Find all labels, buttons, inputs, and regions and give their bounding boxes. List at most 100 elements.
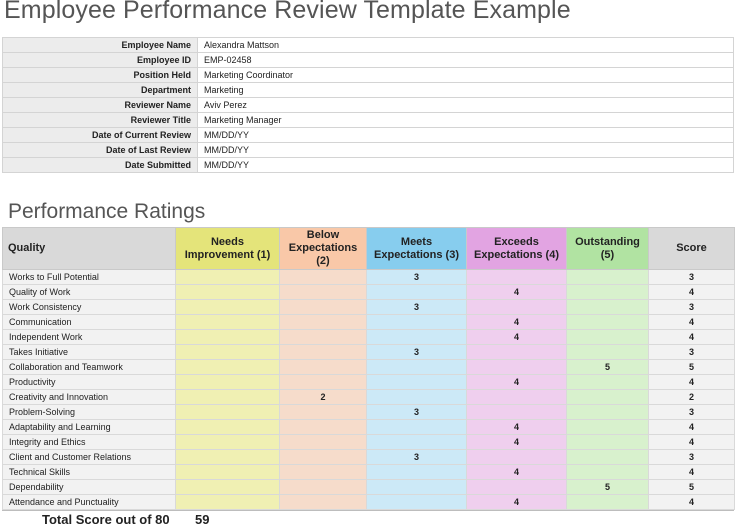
outstanding-cell[interactable] (566, 374, 649, 390)
info-value[interactable]: MM/DD/YY (197, 142, 734, 158)
outstanding-cell[interactable] (566, 449, 649, 465)
needs-improvement-cell[interactable] (175, 314, 280, 330)
info-label: Employee ID (2, 52, 198, 68)
exceeds-expectations-cell[interactable]: 4 (466, 284, 567, 300)
needs-improvement-cell[interactable] (175, 434, 280, 450)
info-value[interactable]: Aviv Perez (197, 97, 734, 113)
outstanding-cell[interactable] (566, 434, 649, 450)
meets-expectations-cell[interactable] (366, 479, 467, 495)
needs-improvement-cell[interactable] (175, 269, 280, 285)
outstanding-cell[interactable] (566, 464, 649, 480)
score-cell: 2 (648, 389, 735, 405)
below-expectations-cell[interactable] (279, 434, 367, 450)
exceeds-expectations-cell[interactable] (466, 359, 567, 375)
below-expectations-cell[interactable] (279, 329, 367, 345)
below-expectations-cell[interactable] (279, 299, 367, 315)
meets-expectations-cell[interactable]: 3 (366, 269, 467, 285)
info-value[interactable]: Marketing (197, 82, 734, 98)
below-expectations-cell[interactable] (279, 359, 367, 375)
meets-expectations-cell[interactable] (366, 389, 467, 405)
meets-expectations-cell[interactable] (366, 464, 467, 480)
outstanding-cell[interactable] (566, 314, 649, 330)
table-row: Integrity and Ethics 4 4 (2, 434, 735, 450)
below-expectations-cell[interactable] (279, 344, 367, 360)
outstanding-cell[interactable] (566, 404, 649, 420)
info-value[interactable]: MM/DD/YY (197, 157, 734, 173)
meets-expectations-cell[interactable] (366, 329, 467, 345)
needs-improvement-cell[interactable] (175, 419, 280, 435)
below-expectations-cell[interactable]: 2 (279, 389, 367, 405)
info-value[interactable]: Alexandra Mattson (197, 37, 734, 53)
meets-expectations-cell[interactable] (366, 419, 467, 435)
below-expectations-cell[interactable] (279, 314, 367, 330)
needs-improvement-cell[interactable] (175, 344, 280, 360)
info-value[interactable]: Marketing Coordinator (197, 67, 734, 83)
needs-improvement-cell[interactable] (175, 299, 280, 315)
exceeds-expectations-cell[interactable]: 4 (466, 374, 567, 390)
exceeds-expectations-cell[interactable] (466, 344, 567, 360)
below-expectations-cell[interactable] (279, 269, 367, 285)
exceeds-expectations-cell[interactable]: 4 (466, 494, 567, 510)
info-label: Reviewer Title (2, 112, 198, 128)
meets-expectations-cell[interactable] (366, 374, 467, 390)
outstanding-cell[interactable] (566, 344, 649, 360)
header-below-expectations: Below Expectations (2) (279, 227, 367, 270)
meets-expectations-cell[interactable] (366, 494, 467, 510)
meets-expectations-cell[interactable]: 3 (366, 404, 467, 420)
meets-expectations-cell[interactable]: 3 (366, 299, 467, 315)
outstanding-cell[interactable] (566, 389, 649, 405)
meets-expectations-cell[interactable] (366, 359, 467, 375)
exceeds-expectations-cell[interactable] (466, 269, 567, 285)
below-expectations-cell[interactable] (279, 284, 367, 300)
outstanding-cell[interactable] (566, 494, 649, 510)
info-value[interactable]: EMP-02458 (197, 52, 734, 68)
outstanding-cell[interactable] (566, 419, 649, 435)
below-expectations-cell[interactable] (279, 374, 367, 390)
table-row: Dependability 5 5 (2, 479, 735, 495)
exceeds-expectations-cell[interactable] (466, 299, 567, 315)
outstanding-cell[interactable]: 5 (566, 479, 649, 495)
needs-improvement-cell[interactable] (175, 359, 280, 375)
outstanding-cell[interactable] (566, 299, 649, 315)
exceeds-expectations-cell[interactable] (466, 479, 567, 495)
below-expectations-cell[interactable] (279, 449, 367, 465)
exceeds-expectations-cell[interactable] (466, 389, 567, 405)
needs-improvement-cell[interactable] (175, 479, 280, 495)
below-expectations-cell[interactable] (279, 479, 367, 495)
outstanding-cell[interactable] (566, 269, 649, 285)
needs-improvement-cell[interactable] (175, 494, 280, 510)
meets-expectations-cell[interactable]: 3 (366, 449, 467, 465)
outstanding-cell[interactable] (566, 284, 649, 300)
needs-improvement-cell[interactable] (175, 389, 280, 405)
quality-cell: Client and Customer Relations (2, 449, 176, 465)
below-expectations-cell[interactable] (279, 404, 367, 420)
info-value[interactable]: MM/DD/YY (197, 127, 734, 143)
meets-expectations-cell[interactable]: 3 (366, 344, 467, 360)
table-row: Quality of Work 4 4 (2, 284, 735, 300)
below-expectations-cell[interactable] (279, 419, 367, 435)
meets-expectations-cell[interactable] (366, 314, 467, 330)
needs-improvement-cell[interactable] (175, 464, 280, 480)
exceeds-expectations-cell[interactable]: 4 (466, 329, 567, 345)
meets-expectations-cell[interactable] (366, 434, 467, 450)
score-cell: 3 (648, 299, 735, 315)
below-expectations-cell[interactable] (279, 494, 367, 510)
exceeds-expectations-cell[interactable]: 4 (466, 314, 567, 330)
meets-expectations-cell[interactable] (366, 284, 467, 300)
needs-improvement-cell[interactable] (175, 329, 280, 345)
exceeds-expectations-cell[interactable] (466, 404, 567, 420)
outstanding-cell[interactable]: 5 (566, 359, 649, 375)
table-row: Technical Skills 4 4 (2, 464, 735, 480)
needs-improvement-cell[interactable] (175, 374, 280, 390)
needs-improvement-cell[interactable] (175, 284, 280, 300)
info-value[interactable]: Marketing Manager (197, 112, 734, 128)
exceeds-expectations-cell[interactable]: 4 (466, 434, 567, 450)
exceeds-expectations-cell[interactable]: 4 (466, 419, 567, 435)
needs-improvement-cell[interactable] (175, 449, 280, 465)
below-expectations-cell[interactable] (279, 464, 367, 480)
exceeds-expectations-cell[interactable] (466, 449, 567, 465)
needs-improvement-cell[interactable] (175, 404, 280, 420)
quality-cell: Takes Initiative (2, 344, 176, 360)
outstanding-cell[interactable] (566, 329, 649, 345)
exceeds-expectations-cell[interactable]: 4 (466, 464, 567, 480)
